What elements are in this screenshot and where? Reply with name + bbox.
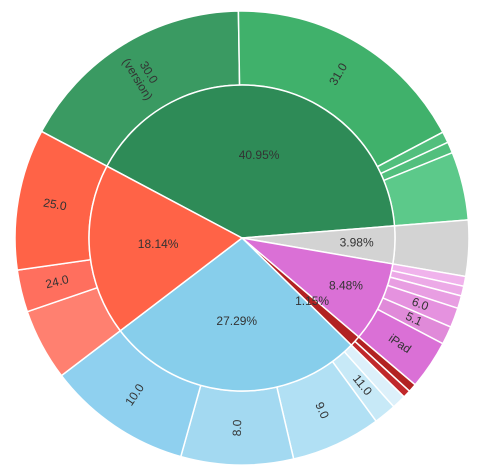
outer-label-5-1-10: 5.1 xyxy=(403,309,424,329)
inner-slice-5[interactable] xyxy=(88,165,244,332)
inner-label-4: 27.29% xyxy=(216,314,257,328)
outer-label-24-0-20: 24.0 xyxy=(44,272,70,291)
inner-label-5: 18.14% xyxy=(138,237,179,251)
inner-ring xyxy=(88,84,396,392)
inner-label-1: 3.98% xyxy=(340,235,374,249)
inner-slice-4[interactable] xyxy=(119,237,353,392)
inner-slice-0[interactable] xyxy=(105,84,396,239)
outer-label-6-0-9: 6.0 xyxy=(410,294,431,313)
outer-label-25-0-21: 25.0 xyxy=(42,196,68,214)
inner-label-3: 1.15% xyxy=(295,294,329,308)
inner-label-0: 40.95% xyxy=(239,148,280,162)
inner-label-2: 8.48% xyxy=(329,279,363,293)
outer-label-9-0-16: 9.0 xyxy=(312,400,332,421)
outer-label-8-0-17: 8.0 xyxy=(230,419,244,436)
